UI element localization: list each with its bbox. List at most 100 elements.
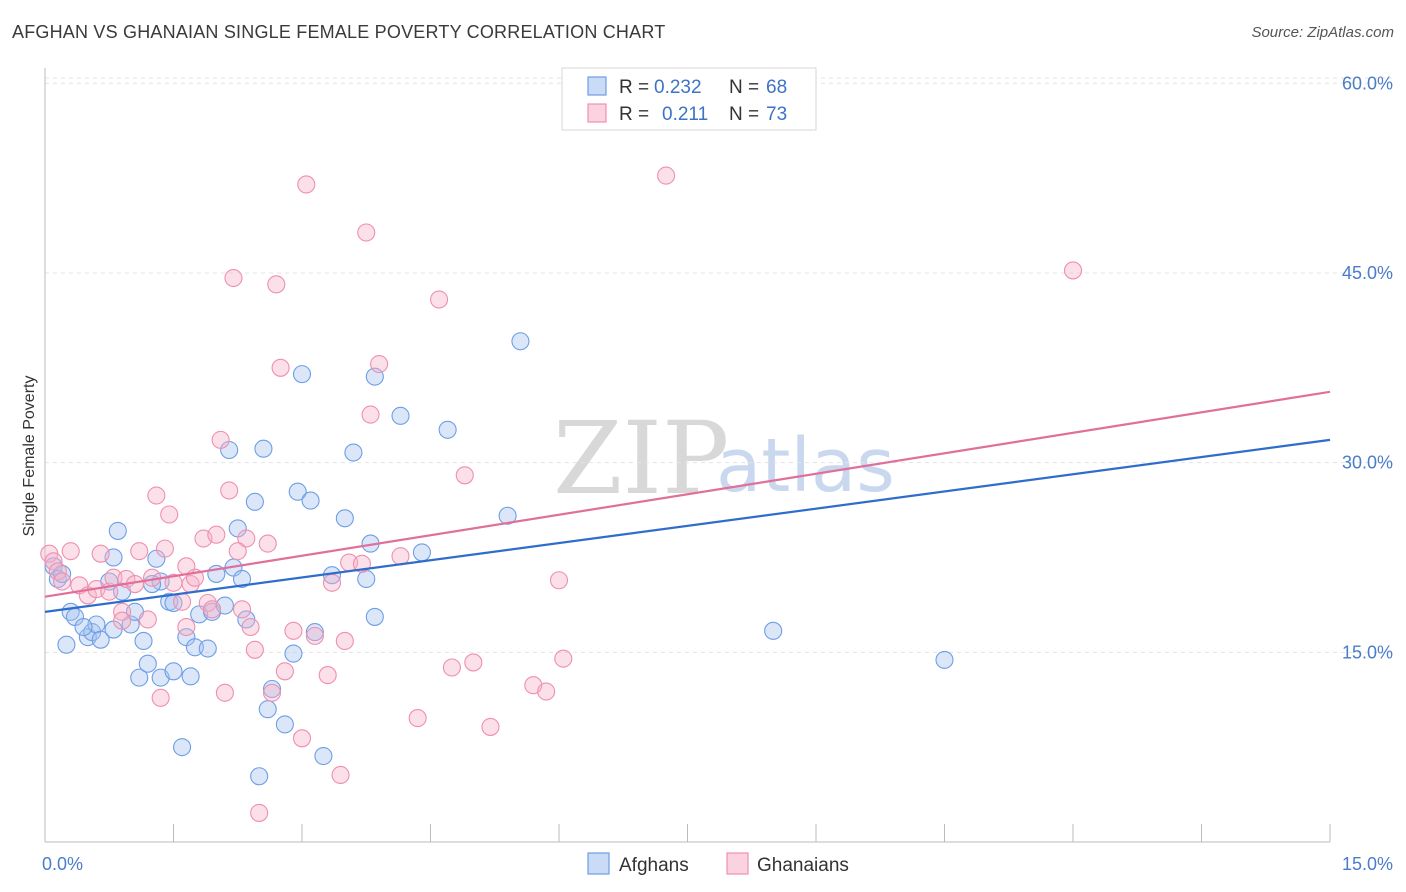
ghanaians-point-46 xyxy=(297,175,316,194)
ghanaians-point-2 xyxy=(48,562,67,581)
ghanaians-point-43 xyxy=(275,662,294,681)
afghans-point-56 xyxy=(365,607,384,626)
legend-n-label-ghanaians: N = xyxy=(729,104,759,125)
ghanaians-point-62 xyxy=(464,653,483,672)
legend-n-label-afghans: N = xyxy=(729,77,759,98)
ghanaians-point-69 xyxy=(1063,261,1083,280)
legend-bottom-swatch-afghans xyxy=(587,852,610,875)
afghans-point-53 xyxy=(344,443,363,462)
ghanaians-point-20 xyxy=(160,505,179,524)
ghanaians-point-19 xyxy=(155,539,174,558)
afghans-point-50 xyxy=(314,746,333,766)
afghans-point-64 xyxy=(935,650,954,669)
y-tick-label-1: 30.0% xyxy=(1342,453,1393,473)
y-tick-label-2: 45.0% xyxy=(1342,263,1393,283)
legend-r-label-ghanaians: R = xyxy=(619,104,649,125)
ghanaians-point-48 xyxy=(318,666,337,685)
ghanaians-point-55 xyxy=(361,405,380,424)
ghanaians-point-51 xyxy=(335,631,354,650)
ghanaians-point-32 xyxy=(220,481,239,500)
ghanaians-point-58 xyxy=(408,709,427,728)
afghans-point-44 xyxy=(275,715,294,734)
afghans-point-12 xyxy=(108,521,127,540)
ghanaians-point-47 xyxy=(305,626,324,645)
afghans-point-37 xyxy=(232,569,252,589)
ghanaians-point-50 xyxy=(331,765,350,785)
ghanaians-point-59 xyxy=(430,290,449,309)
grid xyxy=(45,77,1392,653)
afghans-point-54 xyxy=(357,569,376,589)
ghanaians-point-56 xyxy=(370,354,389,374)
afghans-point-62 xyxy=(511,332,530,351)
ghanaians-point-15 xyxy=(138,610,157,629)
afghans-point-60 xyxy=(438,420,457,439)
ghanaians-trend-line xyxy=(44,390,1331,598)
ghanaians-point-49 xyxy=(322,573,342,592)
legend-swatch-ghanaians xyxy=(587,103,607,123)
afghans-point-48 xyxy=(301,491,320,510)
tick-labels: 15.0% 30.0% 45.0% 60.0% 0.0% 15.0% xyxy=(42,73,1393,874)
ghanaians-point-29 xyxy=(207,525,226,544)
afghans-point-30 xyxy=(198,639,217,658)
ghanaians-point-18 xyxy=(151,688,170,707)
ghanaians-point-35 xyxy=(237,529,256,548)
legend-top: R = 0.232 N = 68 R = 0.211 N = 73 xyxy=(561,67,817,131)
ghanaians-point-28 xyxy=(203,600,222,619)
x-tick-label-0: 0.0% xyxy=(42,854,83,874)
ghanaians-point-36 xyxy=(241,617,260,637)
ghanaians-point-1 xyxy=(44,552,63,571)
ghanaians-point-31 xyxy=(215,683,234,702)
afghans-point-58 xyxy=(391,406,410,425)
afghans-point-49 xyxy=(305,623,324,642)
ghanaians-point-34 xyxy=(232,600,252,619)
ghanaians-point-8 xyxy=(91,544,110,563)
afghans-point-42 xyxy=(258,700,277,719)
ghanaians-point-63 xyxy=(481,717,500,736)
source-credit: Source: ZipAtlas.com xyxy=(1251,24,1394,41)
ghanaians-point-68 xyxy=(657,166,676,185)
afghans-point-47 xyxy=(292,365,312,384)
legend-bottom-label-ghanaians: Ghanaians xyxy=(757,855,849,876)
ghanaians-point-22 xyxy=(173,592,192,611)
ghanaians-points xyxy=(40,166,1083,822)
afghans-point-28 xyxy=(185,638,204,657)
afghans-trend-line xyxy=(44,438,1331,613)
ghanaians-point-54 xyxy=(357,223,376,242)
ghanaians-point-65 xyxy=(537,682,556,701)
legend-r-label-afghans: R = xyxy=(619,77,649,98)
y-tick-label-3: 60.0% xyxy=(1342,73,1393,93)
ghanaians-point-61 xyxy=(455,466,474,485)
afghans-point-3 xyxy=(57,635,76,654)
watermark-zip: ZIP xyxy=(553,400,729,517)
afghans-point-18 xyxy=(138,654,157,673)
watermark: ZIP atlas xyxy=(553,400,895,517)
afghans-point-25 xyxy=(173,738,192,757)
ghanaians-point-66 xyxy=(549,571,569,590)
afghans-points xyxy=(44,332,954,786)
legend-bottom-swatch-ghanaians xyxy=(726,852,749,875)
ghanaians-point-17 xyxy=(147,486,166,505)
ghanaians-point-60 xyxy=(442,658,461,677)
ghanaians-point-30 xyxy=(211,430,230,449)
x-tick-label-1: 15.0% xyxy=(1342,854,1393,874)
ghanaians-point-33 xyxy=(224,268,243,288)
ghanaians-point-39 xyxy=(258,534,277,553)
afghans-point-45 xyxy=(284,644,303,663)
ghanaians-point-38 xyxy=(250,803,269,822)
legend-bottom: Afghans Ghanaians xyxy=(587,852,849,876)
ghanaians-point-42 xyxy=(271,358,290,377)
afghans-point-61 xyxy=(498,506,517,525)
ghanaians-point-45 xyxy=(292,729,312,748)
afghans-point-63 xyxy=(764,621,783,640)
y-tick-label-0: 15.0% xyxy=(1342,642,1393,662)
ghanaians-point-57 xyxy=(391,547,410,566)
ghanaians-point-3 xyxy=(53,572,72,591)
ghanaians-point-40 xyxy=(262,683,282,702)
ghanaians-point-71 xyxy=(228,542,247,561)
afghans-point-9 xyxy=(91,630,110,649)
ghanaians-point-37 xyxy=(245,640,264,659)
ghanaians-point-70 xyxy=(113,611,132,630)
afghans-point-40 xyxy=(250,767,269,786)
afghans-point-59 xyxy=(412,543,431,562)
